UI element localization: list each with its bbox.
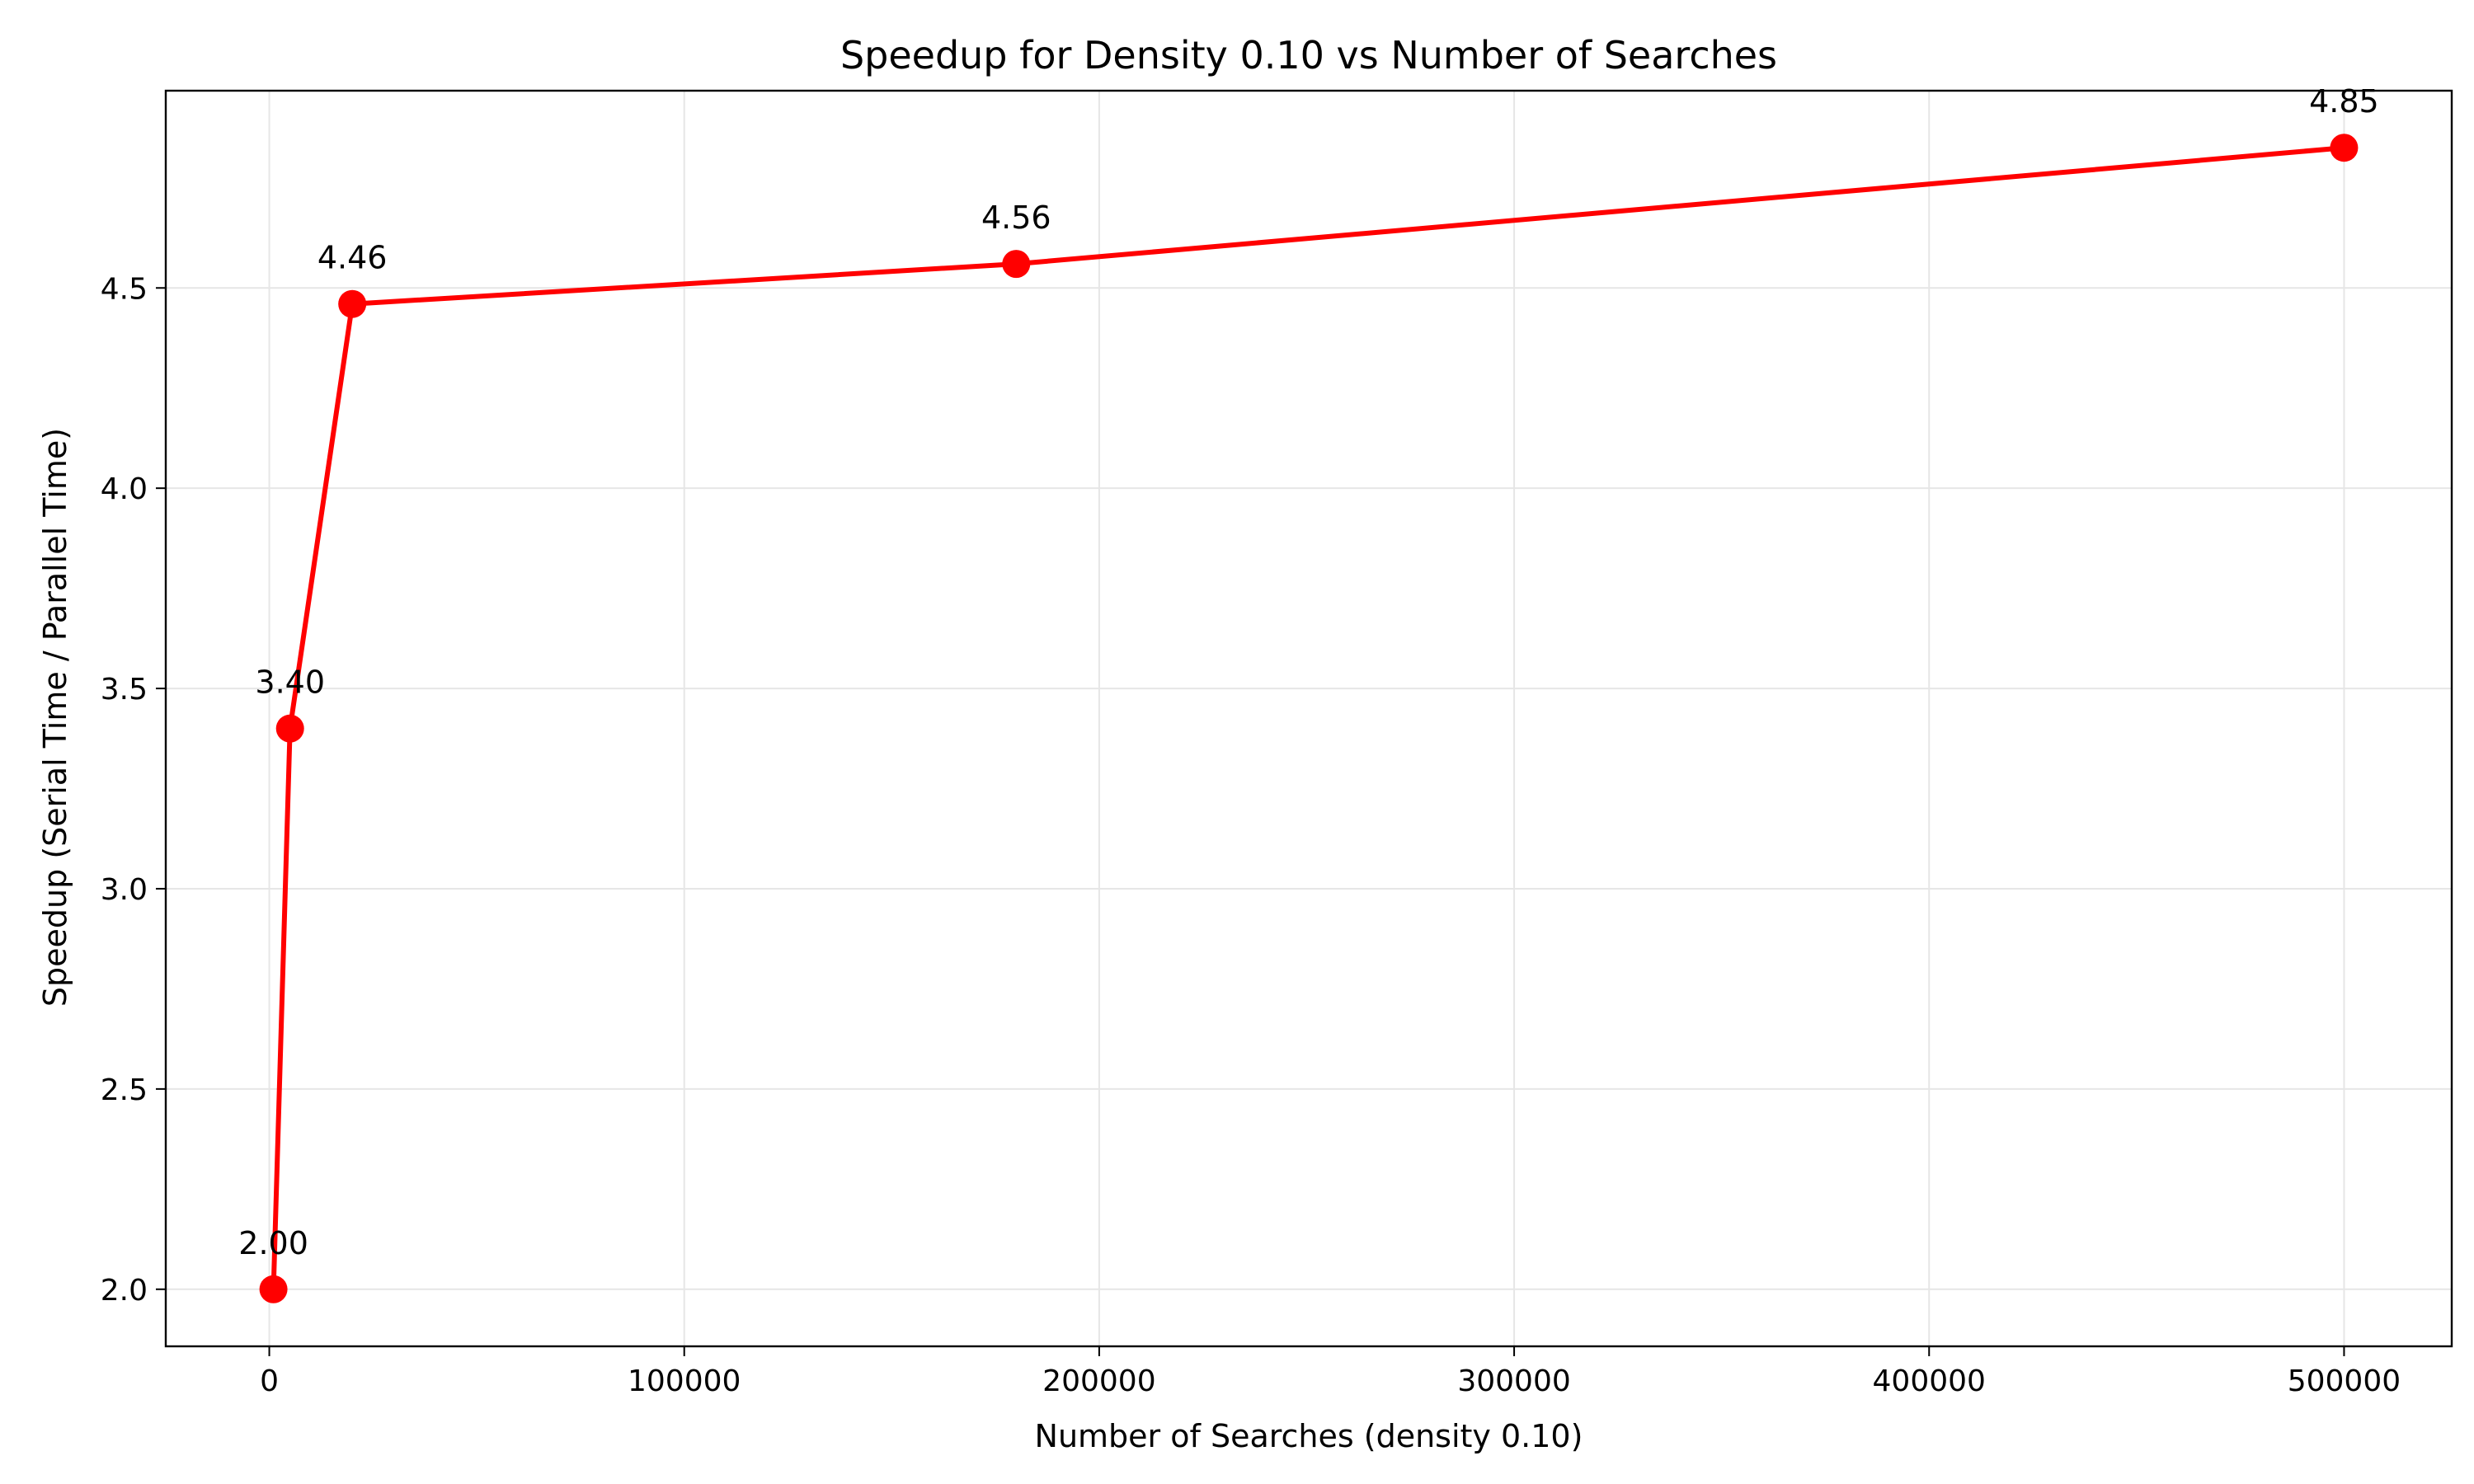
x-tick-label: 500000 [2288,1364,2401,1398]
data-point [275,714,304,743]
x-tick-label: 100000 [628,1364,741,1398]
data-point-label: 3.40 [255,665,325,701]
x-tick-label: 200000 [1042,1364,1155,1398]
data-labels: 2.00 3.40 4.46 4.56 4.85 [238,83,2378,1261]
data-point [259,1275,288,1303]
data-point [2330,134,2359,162]
data-point-label: 4.56 [981,200,1051,236]
y-tick-label: 4.5 [101,272,148,306]
data-point-label: 4.85 [2309,83,2379,120]
x-tick-label: 300000 [1457,1364,1570,1398]
data-point-label: 4.46 [317,240,388,276]
x-tick-label: 400000 [1873,1364,1986,1398]
y-axis-label: Speedup (Serial Time / Parallel Time) [37,428,73,1007]
y-tick-label: 3.0 [101,873,148,907]
x-tick-label: 0 [260,1364,279,1398]
plot-frame [164,89,2453,1348]
y-tick-label: 2.5 [101,1073,148,1107]
data-series [259,134,2359,1303]
chart-title: Speedup for Density 0.10 vs Number of Se… [840,33,1777,77]
y-tick-label: 3.5 [101,673,148,707]
y-tick-label: 4.0 [101,472,148,506]
x-axis-label: Number of Searches (density 0.10) [1035,1418,1583,1454]
data-point [1002,250,1031,279]
y-tick-label: 2.0 [101,1274,148,1308]
axis-ticks: 0 100000 200000 300000 400000 500000 2.0 2.5 3.0… [101,272,2401,1398]
data-point [338,289,367,318]
grid-lines [166,91,2452,1346]
data-point-label: 2.00 [238,1225,308,1261]
